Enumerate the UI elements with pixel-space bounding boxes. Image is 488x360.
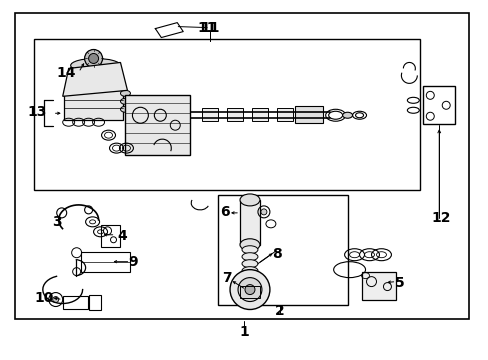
Bar [423, 86, 454, 124]
Circle shape [261, 209, 266, 215]
Text: 14: 14 [56, 66, 75, 80]
Bar [218, 195, 347, 305]
Bar [62, 296, 87, 310]
Ellipse shape [120, 106, 130, 112]
Text: 10: 10 [34, 291, 53, 305]
Bar [63, 90, 123, 120]
Text: 8: 8 [271, 247, 281, 261]
Ellipse shape [342, 112, 352, 118]
Bar [81, 252, 130, 272]
Bar [88, 294, 101, 310]
Text: 4: 4 [117, 229, 127, 243]
Bar [101, 225, 120, 247]
Bar [361, 272, 396, 300]
Circle shape [244, 285, 254, 294]
Text: 11: 11 [197, 21, 217, 35]
Ellipse shape [242, 274, 258, 282]
Text: 12: 12 [430, 211, 450, 225]
Text: 1: 1 [239, 325, 248, 339]
Text: 7: 7 [222, 271, 231, 285]
Text: 11: 11 [200, 21, 220, 35]
Text: 2: 2 [274, 305, 284, 319]
Bar [240, 285, 260, 298]
Ellipse shape [240, 194, 260, 206]
Bar [276, 108, 292, 121]
Ellipse shape [242, 260, 258, 268]
Text: 13: 13 [27, 105, 46, 119]
Bar [240, 200, 260, 245]
Bar [202, 108, 218, 121]
Text: 9: 9 [128, 255, 138, 269]
Circle shape [229, 270, 269, 310]
Bar [294, 106, 322, 123]
Ellipse shape [120, 90, 130, 96]
Circle shape [88, 54, 99, 63]
Bar [226, 108, 243, 121]
Ellipse shape [240, 239, 260, 251]
Ellipse shape [242, 246, 258, 254]
Circle shape [84, 50, 102, 67]
Bar [251, 108, 267, 121]
Text: 5: 5 [394, 276, 404, 289]
Ellipse shape [120, 98, 130, 104]
Circle shape [53, 297, 59, 302]
Text: 6: 6 [220, 205, 229, 219]
Bar [15, 13, 468, 319]
Ellipse shape [71, 58, 120, 72]
Bar [34, 39, 420, 190]
Bar [125, 95, 190, 155]
Text: 3: 3 [52, 215, 61, 229]
Circle shape [238, 278, 262, 302]
Ellipse shape [242, 253, 258, 261]
Ellipse shape [242, 267, 258, 275]
Polygon shape [62, 62, 127, 96]
